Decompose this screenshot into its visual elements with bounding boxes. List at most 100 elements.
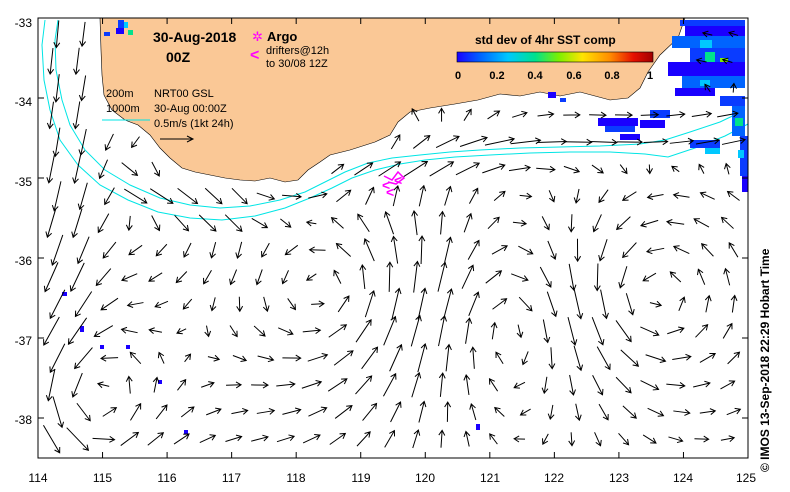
current-vector (231, 407, 249, 415)
current-vector (491, 245, 508, 255)
y-tick-label: -36 (15, 254, 33, 268)
current-vector (49, 289, 66, 320)
isobath-200m (54, 19, 746, 209)
current-vector (96, 381, 110, 389)
current-vector (386, 261, 394, 292)
current-vector (71, 208, 83, 239)
current-vector (542, 433, 549, 446)
current-vector (593, 263, 601, 292)
current-vector (262, 296, 270, 313)
current-vector (695, 324, 709, 338)
current-vector (155, 404, 168, 420)
x-tick-label: 124 (673, 471, 693, 485)
current-vector (621, 191, 637, 201)
x-tick-label: 125 (736, 471, 756, 485)
current-vector (643, 138, 669, 146)
current-vector (231, 187, 248, 205)
isobath-200-label: 200m (106, 88, 134, 100)
current-vector (177, 378, 187, 391)
current-vector (469, 403, 477, 421)
current-vector (468, 187, 479, 204)
current-vector (46, 101, 54, 130)
current-vector (646, 164, 653, 175)
current-vector (726, 190, 740, 201)
current-vector (536, 138, 568, 146)
x-tick-label: 114 (28, 471, 47, 485)
current-vector (331, 163, 345, 175)
current-vector (74, 347, 93, 370)
current-vector (251, 217, 269, 229)
current-vector (334, 404, 353, 419)
current-vector (541, 376, 549, 395)
drifter-marker: < (394, 172, 402, 188)
drifter-marker: < (382, 177, 390, 193)
current-vector (256, 192, 276, 201)
current-vector (261, 242, 270, 258)
current-vector (204, 187, 223, 205)
current-vector (547, 240, 557, 260)
current-vector (614, 111, 634, 119)
current-vector (417, 287, 428, 320)
current-vector (329, 432, 347, 445)
current-vector (257, 355, 275, 363)
current-vector (694, 435, 710, 443)
current-vector (359, 264, 367, 290)
current-vector (721, 137, 747, 145)
current-vector (229, 325, 238, 338)
current-vector (74, 291, 93, 318)
current-vector (600, 289, 609, 320)
current-vector (95, 268, 112, 287)
x-tick-label: 115 (93, 471, 112, 485)
current-vector (131, 136, 140, 149)
current-vector (49, 343, 66, 374)
y-tick-label: -37 (15, 334, 33, 348)
current-vector (52, 396, 65, 429)
current-vector (251, 434, 269, 442)
current-vector (567, 316, 578, 346)
current-vector (418, 184, 427, 207)
current-vector (418, 235, 426, 264)
current-vector (278, 327, 294, 336)
current-vector (640, 326, 660, 337)
current-vector (151, 161, 161, 177)
current-vector (354, 162, 374, 176)
current-vector (615, 320, 632, 343)
map-date: 30-Aug-2018 (153, 29, 236, 45)
current-vector (209, 297, 217, 312)
axis-ticks (37, 17, 749, 458)
current-vector (574, 238, 582, 263)
current-vector (174, 214, 190, 232)
current-vector (328, 324, 348, 338)
current-vector (463, 108, 472, 121)
current-vector (180, 406, 195, 418)
current-vector (542, 319, 551, 344)
current-vector (77, 182, 88, 211)
current-vector (485, 270, 503, 284)
colorbar-tick-label: 1 (647, 70, 653, 82)
current-vector (721, 57, 733, 65)
current-vector (124, 188, 148, 204)
current-vector (678, 296, 686, 311)
colorbar-tick-label: 0.8 (604, 70, 619, 82)
product-time-label: 30-Aug 00:00Z (154, 103, 227, 115)
current-vector (563, 138, 593, 146)
current-vector (284, 244, 299, 256)
current-vector (129, 351, 142, 365)
current-vector (384, 429, 396, 448)
current-vector (468, 291, 480, 317)
current-vector (226, 381, 243, 389)
current-vector (176, 328, 187, 335)
current-vector (51, 181, 62, 212)
current-vector (251, 381, 269, 389)
current-vector (618, 432, 630, 446)
current-vector (620, 349, 640, 367)
product-label: NRT00 GSL (154, 88, 214, 100)
current-vector (336, 189, 352, 203)
current-vector (199, 434, 217, 444)
current-vector (591, 317, 605, 346)
current-vector (616, 138, 644, 146)
colorbar-ticks: 0 0.2 0.4 0.6 0.8 1 (455, 70, 653, 82)
colorbar-tick-label: 0 (455, 70, 461, 82)
x-tick-label: 123 (609, 471, 629, 485)
current-vector (720, 216, 734, 229)
